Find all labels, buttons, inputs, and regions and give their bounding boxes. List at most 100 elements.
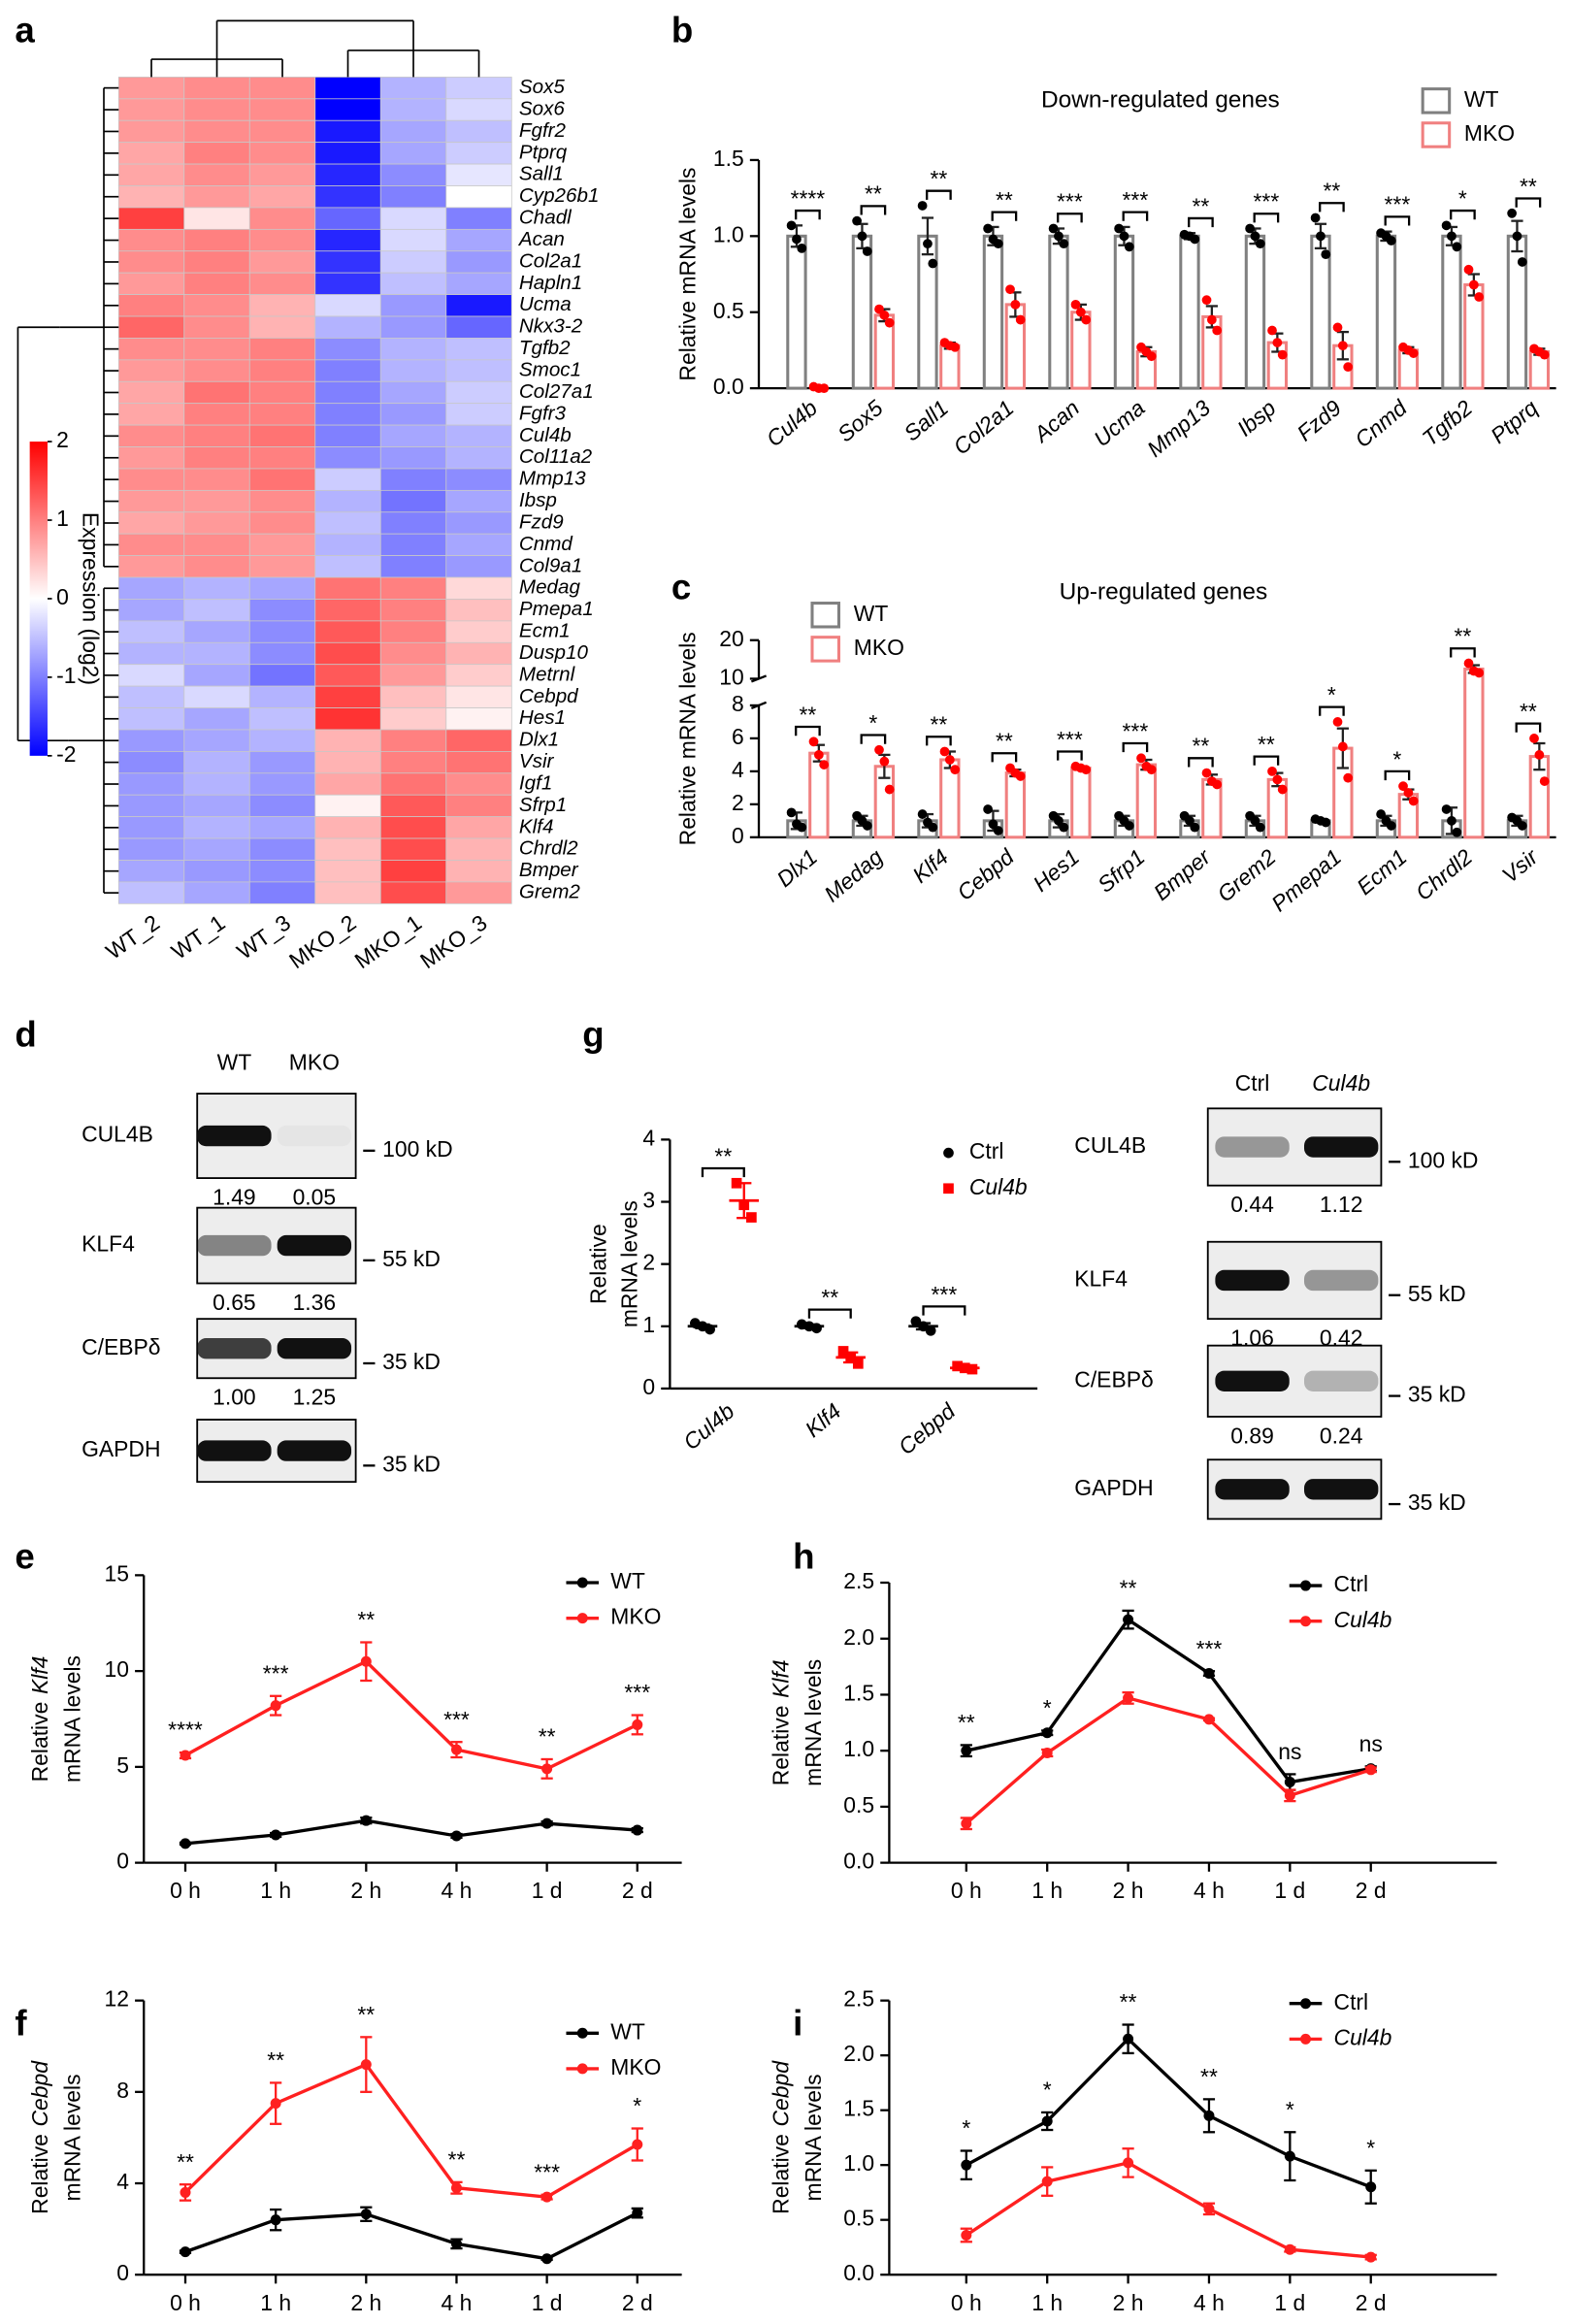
significance-label: * [1458,185,1467,211]
heatmap-cell [183,446,250,470]
y-tick-label: 1.5 [843,2096,874,2121]
lane-label: WT [217,1050,252,1075]
heatmap-cell [445,881,512,904]
heatmap-cell [379,576,447,600]
heatmap-cell [379,468,447,491]
heatmap-cell [379,338,447,361]
data-point [360,2209,372,2220]
colorbar-tick-label: 2 [56,427,69,452]
lane-label: Ctrl [1235,1070,1270,1096]
data-point [1534,750,1545,760]
data-point [450,2182,462,2194]
y-tick-label: 5 [116,1752,129,1778]
significance-bracket [795,725,821,736]
data-point [1201,768,1212,778]
panel-label: b [671,10,693,49]
significance-bracket [1319,705,1345,716]
legend-marker [576,1613,588,1624]
y-axis-label: Relative mRNA levels [674,167,700,380]
y-axis-label-text: Relative [768,1706,793,1786]
heatmap-cell [248,119,316,144]
legend-label: MKO [854,635,904,660]
protein-label: CUL4B [82,1122,153,1147]
x-tick-label: 2 d [622,1878,653,1903]
blot-band [1304,1370,1379,1391]
y-axis-label: Relative Klf4 [27,1656,52,1783]
data-point [1267,325,1277,336]
blot-band [277,1234,352,1257]
data-point [180,1750,191,1761]
bar [851,234,873,390]
significance-label: ** [1454,624,1471,649]
significance-label: ** [958,1710,975,1735]
heatmap-cell [117,403,185,426]
heatmap-cell [183,599,250,622]
heatmap-cell [183,315,250,339]
heatmap-cell [248,403,316,426]
legend-label: MKO [610,1604,661,1629]
x-tick-label: 0 h [951,1878,982,1903]
data-point [541,2191,553,2203]
heatmap-cell [117,837,185,861]
y-tick-label: 2 [732,790,744,815]
data-point [879,756,890,767]
heatmap-cell [117,685,185,708]
legend-label: Ctrl [1334,1989,1369,2014]
x-tick-label: Ptprq [1486,395,1543,448]
data-point [1041,1747,1053,1758]
data-point [1284,2243,1295,2255]
column-label: MKO_1 [350,909,426,973]
data-point [879,310,890,320]
heatmap-cell [379,315,447,339]
heatmap-cell [183,860,250,883]
data-point [450,1830,462,1842]
column-label: MKO_2 [284,909,360,973]
data-point [993,826,1003,835]
colorbar-tick-label: -2 [56,741,76,767]
heatmap-cell [314,338,381,361]
data-point [541,1817,553,1829]
heatmap-cell [445,837,512,861]
data-point [862,246,872,256]
row-label: Bmper [519,859,579,881]
heatmap-cell [183,772,250,796]
y-tick-label: 1.0 [713,221,744,246]
blot-band [1215,1479,1290,1500]
heatmap-cell [314,707,381,731]
data-point [1277,349,1288,360]
significance-bracket [1188,757,1214,768]
heatmap-cell [445,163,512,186]
heatmap-cell [117,338,185,361]
heatmap-cell [183,250,250,274]
data-point [1267,766,1277,776]
y-axis-label-gene: Cebpd [768,2060,793,2127]
heatmap-cell [248,380,316,405]
data-point [1015,314,1026,325]
significance-label: ** [1200,2064,1218,2089]
data-point [1365,2251,1377,2263]
band-value-label: 0.65 [213,1290,256,1315]
marker-label: 100 kD [1408,1147,1479,1172]
data-point [884,317,895,328]
heatmap-cell [379,207,447,230]
significance-bracket [926,736,952,746]
row-label: Dlx1 [519,729,559,751]
heatmap-cell [183,576,250,600]
heatmap-cell [445,185,512,209]
protein-label: CUL4B [1074,1132,1146,1158]
data-point [1284,1777,1295,1788]
heatmap-cell [248,250,316,274]
row-label: Col2a1 [519,249,582,272]
significance-label: * [1392,746,1401,771]
row-label: Vsir [519,750,555,772]
protein-label: C/EBPδ [1074,1366,1153,1391]
column-label: WT_2 [101,909,164,964]
chart-title: Up-regulated genes [1060,578,1268,605]
significance-bracket [1122,211,1149,221]
heatmap-cell [117,707,185,731]
significance-label: ** [865,181,882,207]
data-point [1212,779,1223,790]
marker-label: 35 kD [382,1451,441,1476]
data-point [917,201,928,211]
